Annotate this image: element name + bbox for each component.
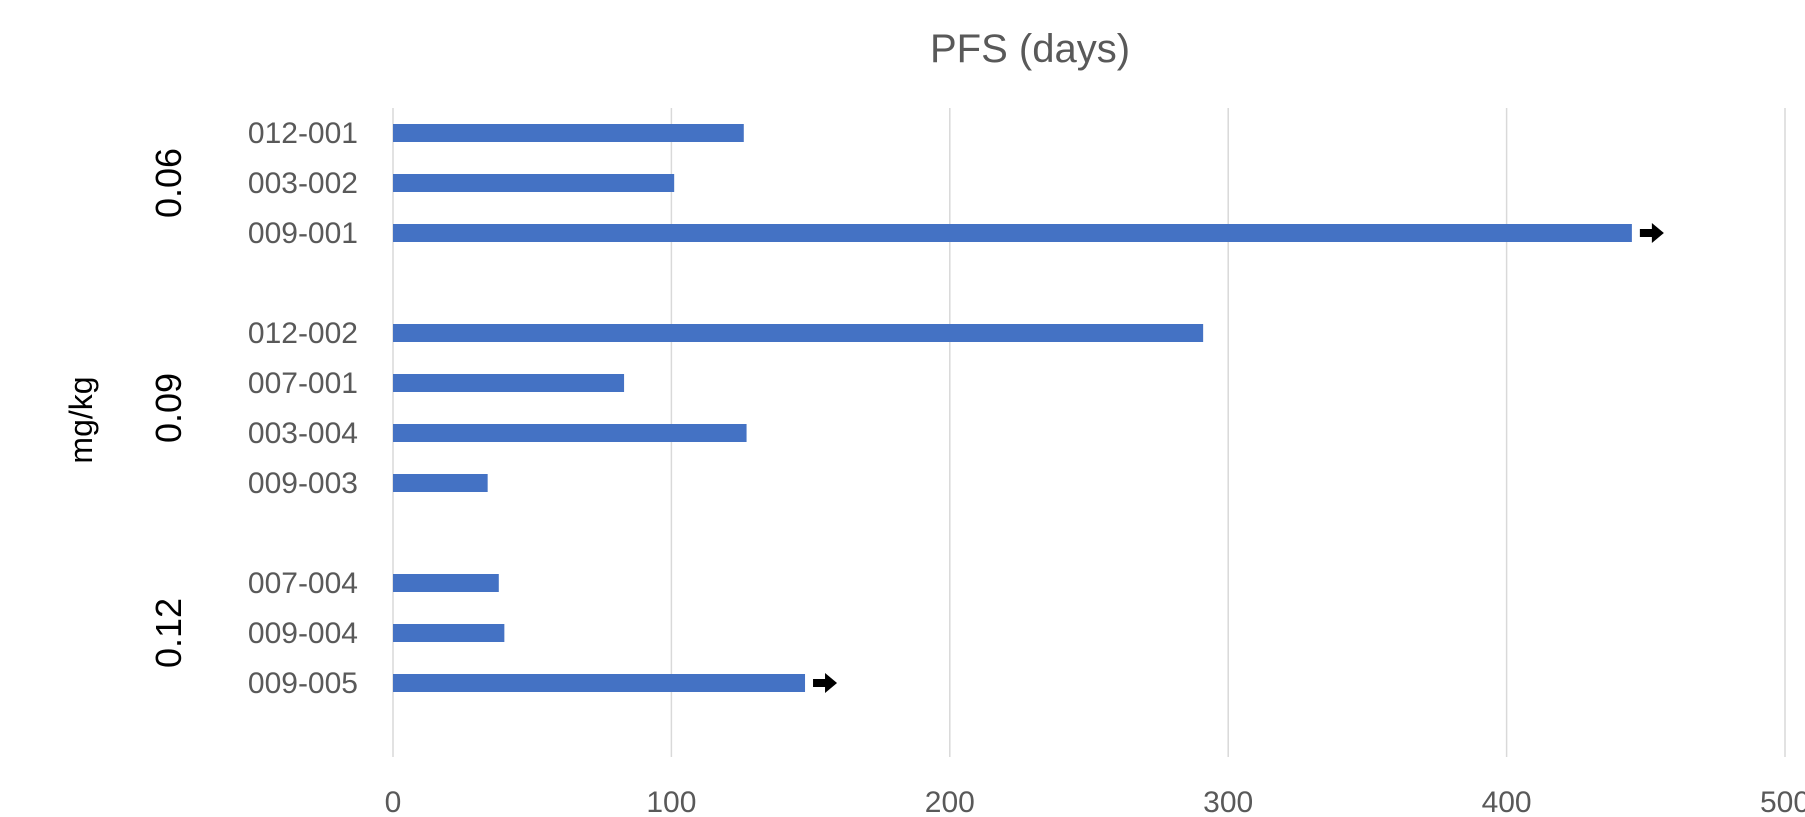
ongoing-arrow-icon [1639, 223, 1664, 243]
category-label: 007-001 [248, 367, 358, 400]
category-label: 009-004 [248, 617, 358, 650]
dose-group-label: 0.09 [148, 373, 189, 443]
category-label: 012-002 [248, 317, 358, 350]
group-labels: 0.06 0.09 0.12 [148, 148, 189, 668]
bar [393, 224, 1632, 242]
category-label: 003-002 [248, 167, 358, 200]
gridlines [392, 108, 1786, 757]
chart-title: PFS (days) [930, 27, 1130, 71]
bar [393, 624, 505, 642]
bar [393, 174, 675, 192]
x-tick-label: 200 [925, 786, 975, 817]
x-tick-label: 0 [385, 786, 402, 817]
category-label: 009-001 [248, 217, 358, 250]
bar [393, 374, 625, 392]
x-axis-ticks: 0 100 200 300 400 500 [385, 786, 1805, 817]
y-axis-label: mg/kg [63, 376, 99, 463]
bar [393, 424, 747, 442]
category-label: 009-005 [248, 667, 358, 700]
bar [393, 574, 499, 592]
bar [393, 124, 744, 142]
x-tick-label: 500 [1760, 786, 1805, 817]
bar [393, 474, 488, 492]
x-tick-label: 100 [646, 786, 696, 817]
dose-group-label: 0.12 [148, 598, 189, 668]
dose-group-label: 0.06 [148, 148, 189, 218]
category-label: 007-004 [248, 567, 358, 600]
x-tick-label: 300 [1203, 786, 1253, 817]
bars [393, 124, 1664, 693]
bar [393, 324, 1204, 342]
x-tick-label: 400 [1482, 786, 1532, 817]
category-label: 003-004 [248, 417, 358, 450]
ongoing-arrow-icon [813, 673, 838, 693]
category-labels: 012-001 003-002 009-001 012-002 007-001 003-0… [248, 117, 358, 700]
bar [393, 674, 806, 692]
category-label: 009-003 [248, 467, 358, 500]
category-label: 012-001 [248, 117, 358, 150]
